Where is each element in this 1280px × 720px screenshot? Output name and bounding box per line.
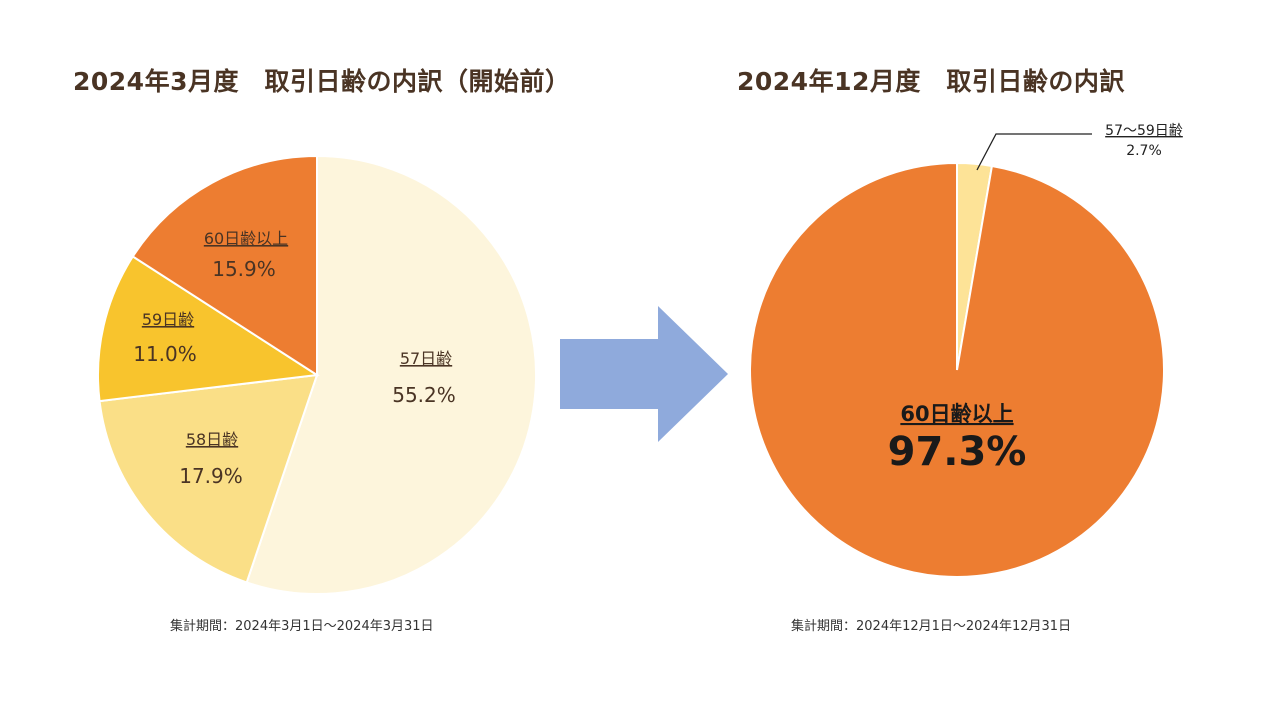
slice-label-58: 58日齢 bbox=[186, 430, 238, 449]
slice-label-57-59: 57～59日齢 bbox=[1105, 123, 1183, 139]
slice-label-60plus: 60日齢以上 bbox=[204, 229, 288, 248]
slice-value-59: 11.0% bbox=[133, 342, 197, 366]
period-note-december: 集計期間：2024年12月1日～2024年12月31日 bbox=[791, 619, 1072, 634]
slice-value-57-59: 2.7% bbox=[1126, 143, 1162, 159]
pie-slice-4 bbox=[131, 154, 318, 377]
slice-label-59: 59日齢 bbox=[142, 310, 194, 329]
pie-slice-2 bbox=[98, 373, 319, 584]
slice-value-60plus-dec: 97.3% bbox=[888, 429, 1027, 475]
pie-slice-1 bbox=[245, 154, 538, 595]
leader-line bbox=[976, 133, 1092, 171]
chart-title-december: 2024年12月度 取引日齢の内訳 bbox=[737, 67, 1125, 96]
pie-slice-2 bbox=[749, 161, 1165, 578]
slice-label-57: 57日齢 bbox=[400, 349, 452, 368]
chart-title-march: 2024年3月度 取引日齢の内訳（開始前） bbox=[73, 67, 571, 96]
pie-slice-3 bbox=[97, 255, 320, 403]
slice-value-58: 17.9% bbox=[179, 464, 243, 488]
slice-value-57: 55.2% bbox=[392, 383, 456, 407]
slice-value-60plus: 15.9% bbox=[212, 257, 276, 281]
period-note-march: 集計期間：2024年3月1日～2024年3月31日 bbox=[170, 619, 434, 634]
slice-label-60plus-dec: 60日齢以上 bbox=[900, 402, 1013, 426]
right-arrow-icon bbox=[560, 306, 728, 442]
